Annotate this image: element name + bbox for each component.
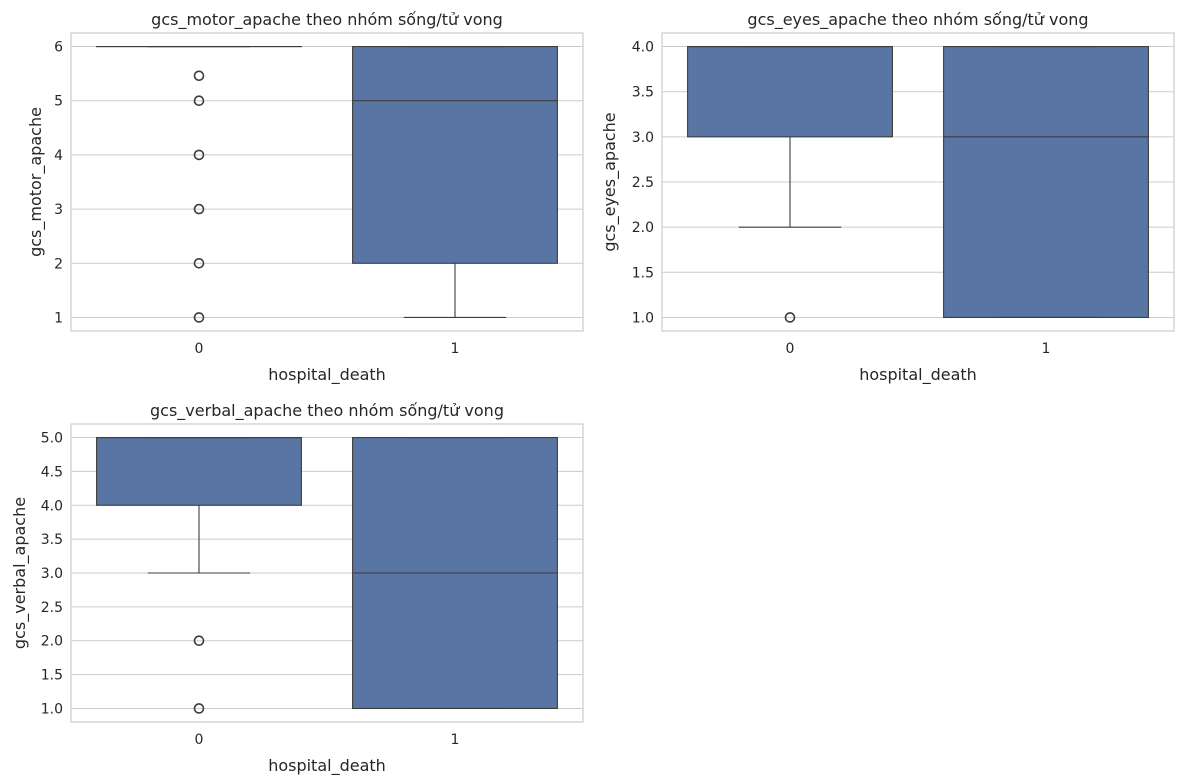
y-tick-label: 1.0: [632, 310, 654, 326]
y-axis-title: gcs_verbal_apache: [10, 497, 30, 649]
y-tick-label: 1.5: [41, 668, 63, 684]
outlier-point: [193, 703, 205, 714]
chart-panel-1: 1.0 1.5 2.0 2.5 3.0 3.5 4.0 0 1 gcs_eyes_apache t…: [600, 10, 1175, 385]
box-0: [687, 45, 893, 323]
y-tick-label: 4.0: [41, 498, 63, 514]
y-axis-title: gcs_eyes_apache: [600, 112, 620, 251]
x-tick-label: 1: [451, 732, 460, 748]
y-axis-title: gcs_motor_apache: [26, 107, 46, 257]
y-tick-label: 1: [54, 310, 63, 326]
y-tick-label: 5: [54, 94, 63, 110]
y-tick-label: 5.0: [41, 431, 63, 447]
x-tick-label: 0: [786, 341, 795, 357]
box-0: [96, 45, 302, 323]
x-axis-title: hospital_death: [268, 756, 386, 776]
y-tick-label: 2.5: [632, 175, 654, 191]
y-tick-label: 3.0: [632, 130, 654, 146]
outlier-point: [193, 70, 205, 82]
outlier-point: [193, 312, 205, 323]
chart-panel-2: 1.0 1.5 2.0 2.5 3.0 3.5 4.0 4.5 5.0 0 1 gcs_verbal_…: [10, 401, 584, 776]
outlier-point: [784, 312, 796, 323]
chart-title: gcs_eyes_apache theo nhóm sống/tử vong: [747, 10, 1088, 30]
chart-panel-0: 1 2 3 4 5 6 0 1 gcs_motor_apache theo nhóm sống/…: [26, 10, 584, 385]
box-body: [687, 45, 893, 138]
x-tick-label: 1: [451, 341, 460, 357]
box-body: [943, 45, 1149, 319]
y-tick-label: 4.5: [41, 464, 63, 480]
x-axis-title: hospital_death: [268, 365, 386, 385]
y-tick-label: 6: [54, 40, 63, 56]
y-tick-label: 2.0: [632, 220, 654, 236]
y-tick-label: 3.5: [41, 532, 63, 548]
x-tick-label: 0: [195, 732, 204, 748]
outlier-point: [193, 203, 205, 215]
y-tick-label: 3: [54, 202, 63, 218]
y-tick-label: 1.0: [41, 701, 63, 717]
y-tick-label: 2: [54, 256, 63, 272]
x-tick-label: 0: [195, 341, 204, 357]
box-body: [352, 45, 558, 264]
box-1: [943, 45, 1149, 319]
y-tick-label: 3.0: [41, 566, 63, 582]
chart-title: gcs_verbal_apache theo nhóm sống/tử vong: [150, 401, 504, 421]
y-tick-label: 2.5: [41, 600, 63, 616]
y-tick-label: 3.5: [632, 85, 654, 101]
y-tick-label: 4.0: [632, 40, 654, 56]
x-tick-label: 1: [1042, 341, 1051, 357]
chart-title: gcs_motor_apache theo nhóm sống/tử vong: [151, 10, 503, 30]
x-axis-title: hospital_death: [859, 365, 977, 385]
y-tick-label: 1.5: [632, 265, 654, 281]
y-tick-label: 2.0: [41, 634, 63, 650]
outlier-point: [193, 635, 205, 647]
y-tick-label: 4: [54, 148, 63, 164]
box-0: [96, 436, 302, 714]
outlier-point: [193, 149, 205, 161]
outlier-point: [193, 95, 205, 107]
box-1: [352, 45, 558, 319]
box-body: [96, 436, 302, 506]
outlier-point: [193, 257, 205, 269]
box-1: [352, 436, 558, 710]
